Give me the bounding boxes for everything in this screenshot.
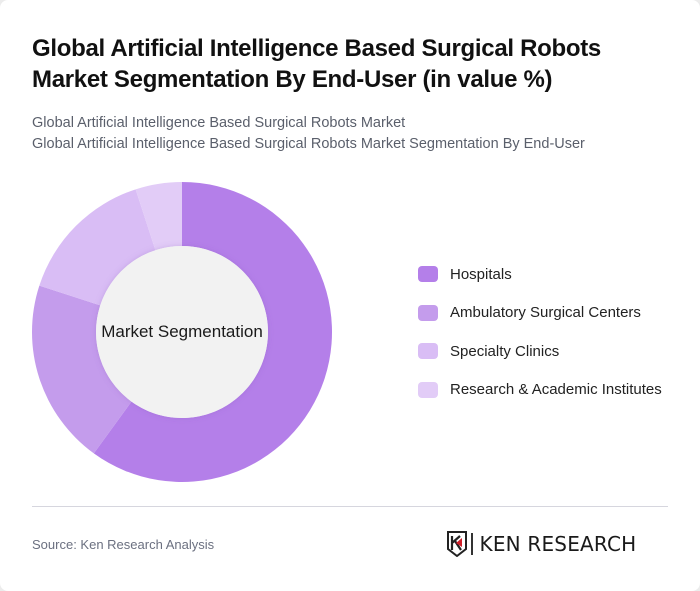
legend-label: Ambulatory Surgical Centers — [450, 304, 641, 321]
legend-swatch-icon — [418, 304, 438, 321]
subtitle: Global Artificial Intelligence Based Sur… — [32, 113, 682, 155]
subtitle-line-1: Global Artificial Intelligence Based Sur… — [32, 115, 406, 131]
legend-swatch-icon — [418, 381, 438, 398]
legend-item[interactable]: Research & Academic Institutes — [418, 380, 662, 400]
logo-text: KEN RESEARCH — [479, 532, 637, 556]
donut-slice-research-academic-institutes[interactable] — [135, 182, 182, 251]
ken-research-logo: KEN RESEARCH — [447, 531, 636, 557]
ken-research-shield-icon — [447, 531, 467, 557]
donut-slice-ambulatory-surgical-centers[interactable] — [31, 285, 132, 454]
legend-label: Hospitals — [450, 265, 512, 283]
legend: Hospitals Ambulatory Surgical Centers Spec… — [418, 264, 662, 418]
divider — [32, 506, 668, 507]
donut-chart: Market Segmentation — [30, 180, 334, 484]
donut-slice-hospitals[interactable] — [93, 182, 333, 482]
legend-item[interactable]: Ambulatory Surgical Centers — [418, 303, 662, 323]
legend-label: Research & Academic Institutes — [450, 381, 662, 398]
legend-swatch-icon — [418, 343, 438, 359]
legend-swatch-icon — [418, 266, 438, 282]
legend-item[interactable]: Specialty Clinics — [418, 341, 662, 361]
page-title: Global Artificial Intelligence Based Sur… — [32, 35, 601, 93]
subtitle-line-2: Global Artificial Intelligence Based Sur… — [32, 136, 585, 152]
donut-slice-specialty-clinics[interactable] — [39, 189, 156, 306]
logo-divider — [471, 533, 473, 555]
legend-item[interactable]: Hospitals — [418, 264, 662, 284]
source-text: Source: Ken Research Analysis — [32, 537, 215, 552]
donut-center — [96, 246, 268, 418]
legend-label: Specialty Clinics — [450, 342, 560, 360]
donut-svg — [31, 182, 333, 482]
